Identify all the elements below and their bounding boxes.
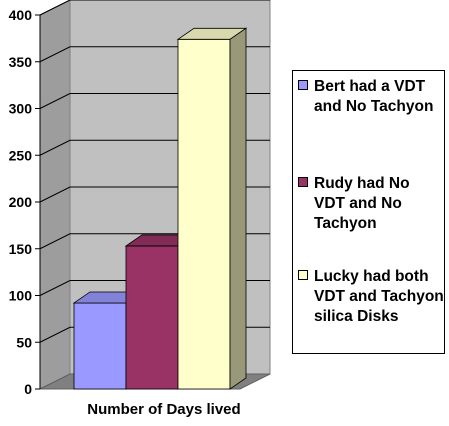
y-tick-label: 350	[9, 54, 33, 70]
y-tick-label: 100	[9, 288, 33, 304]
legend: Bert had a VDT and No Tachyon Rudy had N…	[292, 70, 445, 354]
y-tick-label: 50	[16, 334, 32, 350]
legend-swatch-rudy	[298, 177, 308, 187]
bar-rudy	[125, 245, 179, 390]
legend-swatch-bert	[298, 80, 308, 90]
bar-bert	[73, 302, 127, 390]
legend-label-bert: Bert had a VDT and No Tachyon	[314, 78, 434, 115]
y-tick-label: 200	[9, 194, 33, 210]
y-tick-label: 250	[9, 147, 33, 163]
legend-label-lucky: Lucky had both VDT and Tachyon silica Di…	[314, 268, 444, 325]
y-tick-label: 300	[9, 101, 33, 117]
bar-side-lucky	[229, 27, 247, 390]
gridline	[39, 0, 270, 16]
y-tick-label: 0	[24, 381, 32, 397]
legend-swatch-lucky	[298, 270, 308, 280]
legend-label-rudy: Rudy had No VDT and No Tachyon	[314, 175, 410, 232]
y-tick-label: 400	[9, 7, 33, 23]
bar-lucky	[177, 38, 231, 390]
y-tick-label: 150	[9, 241, 33, 257]
x-axis-label: Number of Days lived	[87, 401, 241, 418]
